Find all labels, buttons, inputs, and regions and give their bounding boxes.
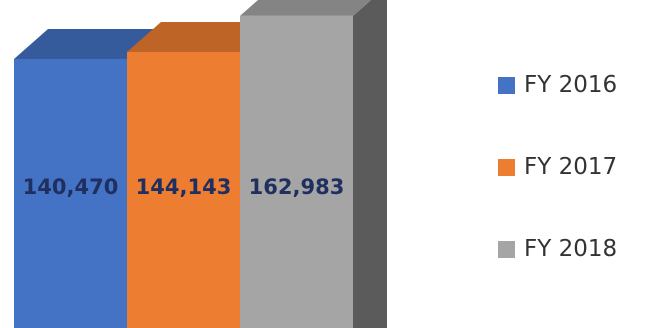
legend-item-fy2018: FY 2018 xyxy=(498,234,617,264)
legend-label-fy2016: FY 2016 xyxy=(524,72,618,98)
bar-fy2018 xyxy=(240,15,353,328)
legend-label-fy2017: FY 2017 xyxy=(524,154,618,180)
bar-top-fy2016 xyxy=(14,28,161,59)
data-label-fy2017: 144,143 xyxy=(136,175,232,199)
legend-swatch-fy2016 xyxy=(498,76,515,94)
data-label-fy2016: 140,470 xyxy=(23,175,119,199)
legend: FY 2016 FY 2017 FY 2018 xyxy=(498,0,648,328)
legend-swatch-fy2018 xyxy=(498,240,515,258)
bar-fy2016 xyxy=(14,58,127,328)
bar-fy2017 xyxy=(127,51,240,328)
bar-side-fy2018 xyxy=(353,0,387,328)
data-label-fy2018: 162,983 xyxy=(249,175,345,199)
legend-swatch-fy2017 xyxy=(498,158,515,176)
bar-top-fy2018 xyxy=(240,0,371,16)
bar-top-fy2017 xyxy=(127,21,274,52)
legend-label-fy2018: FY 2018 xyxy=(524,236,618,262)
legend-item-fy2016: FY 2016 xyxy=(498,70,617,100)
legend-item-fy2017: FY 2017 xyxy=(498,152,617,182)
